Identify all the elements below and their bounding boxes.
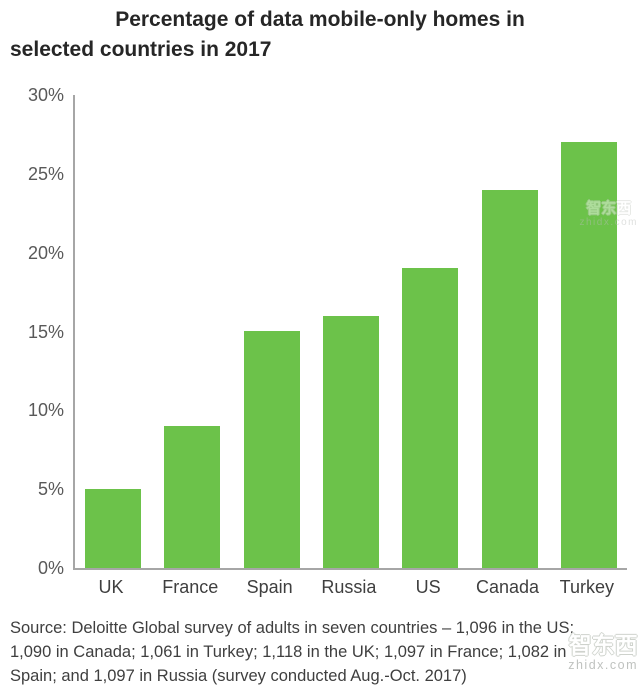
y-tick-label: 30%: [27, 85, 64, 105]
y-tick-label: 0%: [37, 558, 64, 578]
bar-uk: [85, 489, 141, 568]
source-note: Source: Deloitte Global survey of adults…: [10, 616, 634, 686]
x-tick-label-canada: Canada: [475, 577, 540, 597]
x-tick-label-spain: Spain: [246, 577, 293, 597]
x-tick-label-russia: Russia: [321, 577, 377, 597]
bar-russia: [322, 316, 379, 568]
x-tick-label-us: US: [415, 577, 441, 597]
chart-title: Percentage of data mobile-only homes in …: [10, 5, 630, 65]
y-tick-label: 25%: [27, 163, 64, 184]
bar-canada: [481, 190, 538, 568]
plot-area: [73, 95, 627, 570]
source-line: 1,090 in Canada; 1,061 in Turkey; 1,118 …: [10, 643, 567, 661]
y-tick-label: 15%: [27, 321, 64, 342]
x-tick-label-turkey: Turkey: [559, 577, 614, 597]
x-tick-label-france: France: [162, 577, 219, 597]
bar-france: [164, 426, 221, 568]
y-tick-label: 5%: [37, 479, 64, 500]
bar-turkey: [560, 142, 617, 568]
x-tick-label-uk: UK: [98, 577, 124, 597]
y-tick-label: 10%: [27, 400, 64, 421]
source-line: Spain; and 1,097 in Russia (survey condu…: [10, 667, 467, 685]
chart-title-line2: selected countries in 2017: [10, 38, 272, 61]
y-tick-label: 20%: [27, 242, 64, 263]
source-line: Source: Deloitte Global survey of adults…: [10, 619, 575, 637]
bar-spain: [243, 331, 300, 568]
chart-title-line1: Percentage of data mobile-only homes in: [115, 8, 525, 31]
bar-us: [402, 268, 459, 568]
